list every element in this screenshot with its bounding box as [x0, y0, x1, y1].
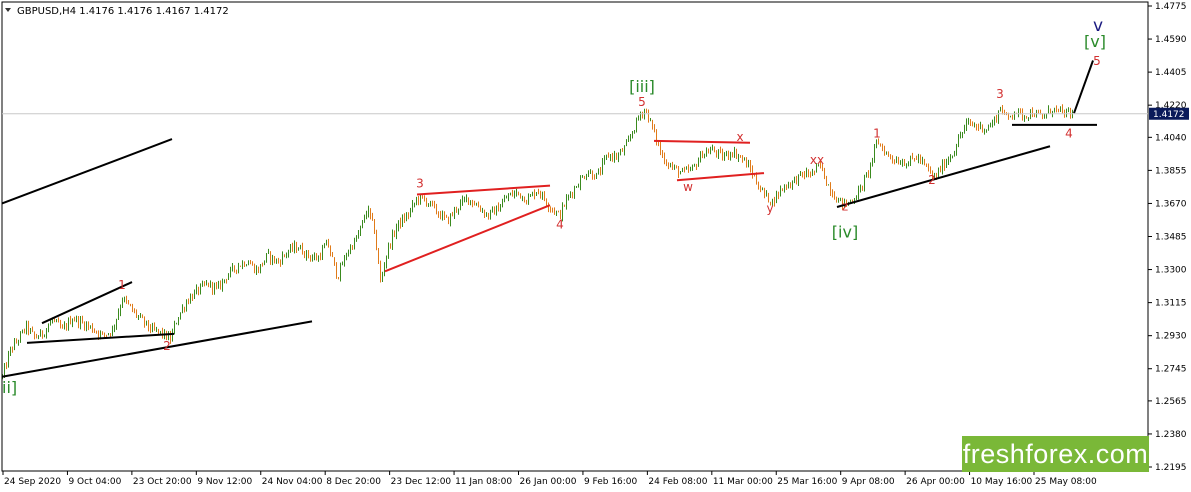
plot-frame [1, 1, 1149, 472]
trend-line-0 [1, 320, 313, 378]
y-tick-label-4: 1.4040 [1155, 133, 1187, 143]
wave-label-9: y [766, 201, 773, 215]
y-tick-label-14: 1.2195 [1155, 463, 1187, 473]
wave-label-8: w [683, 180, 693, 194]
trend-line-3 [1, 138, 173, 205]
y-tick-label-10: 1.2930 [1155, 332, 1187, 342]
wave-label-17: 5 [1093, 54, 1101, 68]
x-tick-label-16: 25 May 08:00 [1035, 477, 1097, 487]
y-tick-label-6: 1.3670 [1155, 199, 1187, 209]
x-tick-label-7: 11 Jan 08:00 [455, 477, 512, 487]
trend-lines [1, 60, 1097, 378]
y-tick-label-8: 1.3300 [1155, 266, 1187, 276]
trend-line-1 [26, 332, 175, 344]
wave-label-14: 2 [928, 173, 936, 187]
trend-line-7 [676, 172, 765, 182]
y-tick-label-12: 1.2565 [1155, 397, 1187, 407]
y-tick-label-9: 1.3115 [1155, 299, 1187, 309]
x-tick-label-13: 9 Apr 08:00 [842, 477, 895, 487]
wave-label-5: [iii] [629, 77, 655, 96]
candlestick-series [2, 104, 1073, 380]
trend-line-2 [41, 281, 133, 325]
x-tick-label-8: 26 Jan 00:00 [520, 477, 577, 487]
x-tick-label-11: 11 Mar 00:00 [713, 477, 773, 487]
current-price-label: 1.4172 [1153, 110, 1185, 120]
dropdown-triangle-icon [5, 8, 11, 12]
x-tick-label-15: 10 May 16:00 [971, 477, 1033, 487]
x-tick-label-12: 25 Mar 16:00 [777, 477, 837, 487]
wave-label-3: 3 [416, 176, 424, 190]
trend-line-5 [416, 184, 551, 196]
wave-label-0: ii] [2, 378, 17, 397]
y-tick-label-2: 1.4405 [1155, 68, 1187, 78]
x-tick-label-3: 9 Nov 12:00 [197, 477, 252, 487]
trend-line-10 [1073, 60, 1094, 114]
wave-label-13: 1 [873, 126, 881, 140]
wave-label-16: 4 [1065, 126, 1073, 140]
y-tick-label-5: 1.3855 [1155, 166, 1187, 176]
x-tick-label-9: 9 Feb 16:00 [584, 477, 638, 487]
wave-label-1: 1 [118, 278, 126, 292]
trend-line-6 [653, 139, 751, 144]
wave-label-4: 4 [556, 217, 564, 231]
wave-label-15: 3 [996, 87, 1004, 101]
x-tick-label-1: 9 Oct 04:00 [68, 477, 121, 487]
x-tick-label-5: 8 Dec 20:00 [326, 477, 381, 487]
x-tick-label-2: 23 Oct 20:00 [133, 477, 192, 487]
x-tick-label-0: 24 Sep 2020 [4, 477, 61, 487]
wave-label-7: x [736, 130, 743, 144]
y-tick-label-0: 1.4775 [1155, 2, 1187, 12]
x-tick-label-10: 24 Feb 08:00 [648, 477, 707, 487]
y-tick-label-13: 1.2380 [1155, 430, 1187, 440]
freshforex-logo: freshforex.com [962, 436, 1149, 472]
wave-label-11: z [842, 200, 848, 214]
x-tick-label-14: 26 Apr 00:00 [906, 477, 965, 487]
x-tick-label-6: 23 Dec 12:00 [391, 477, 452, 487]
y-tick-label-11: 1.2745 [1155, 365, 1187, 375]
y-tick-label-1: 1.4590 [1155, 35, 1187, 45]
wave-label-19: v [1093, 16, 1103, 36]
wave-label-18: [v] [1084, 32, 1106, 51]
wave-label-6: 5 [638, 95, 646, 109]
wave-label-12: [iv] [832, 222, 858, 241]
y-tick-label-7: 1.3485 [1155, 233, 1187, 243]
x-tick-label-4: 24 Nov 04:00 [262, 477, 323, 487]
current-price-tag [1149, 107, 1189, 120]
trend-line-4 [384, 204, 551, 273]
trend-line-8 [836, 145, 1051, 208]
wave-label-2: 2 [163, 339, 171, 353]
wave-label-10: xx [810, 153, 824, 167]
chart-header: GBPUSD,H4 1.4176 1.4176 1.4167 1.4172 [17, 6, 229, 17]
y-tick-label-3: 1.4220 [1155, 101, 1187, 111]
